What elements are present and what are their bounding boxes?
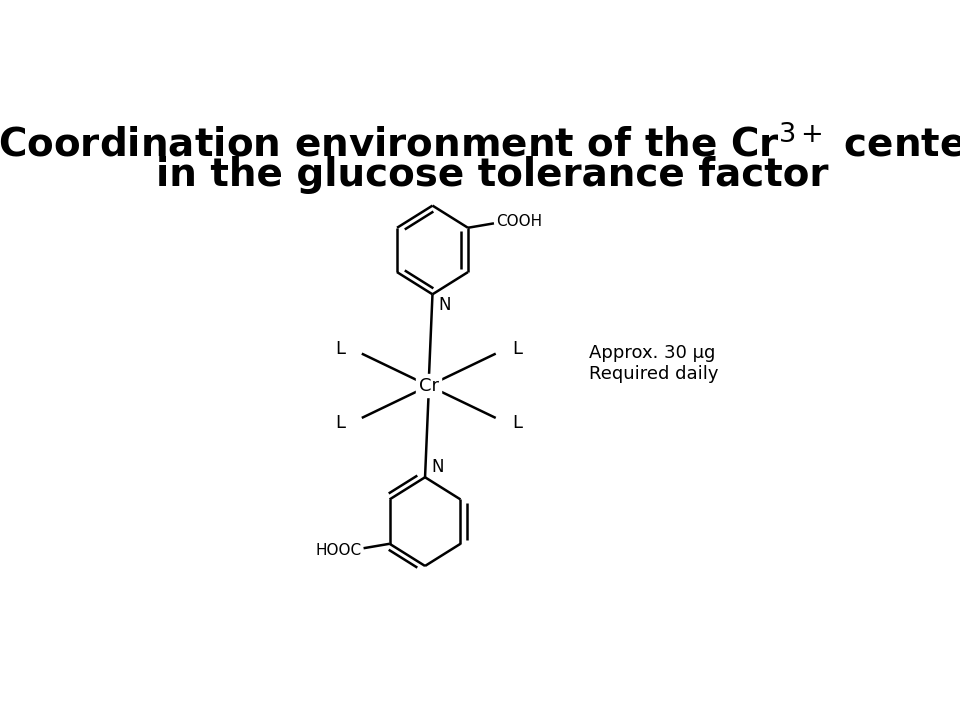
Text: in the glucose tolerance factor: in the glucose tolerance factor bbox=[156, 156, 828, 194]
Text: L: L bbox=[335, 414, 346, 432]
Text: L: L bbox=[512, 414, 522, 432]
Text: Coordination environment of the Cr$^{3+}$ center: Coordination environment of the Cr$^{3+}… bbox=[0, 125, 960, 164]
Text: Approx. 30 μg
Required daily: Approx. 30 μg Required daily bbox=[588, 344, 718, 383]
Text: HOOC: HOOC bbox=[315, 543, 361, 558]
Text: L: L bbox=[512, 340, 522, 358]
Text: COOH: COOH bbox=[496, 214, 542, 229]
Text: L: L bbox=[335, 340, 346, 358]
Text: N: N bbox=[439, 296, 451, 314]
Text: Cr: Cr bbox=[419, 377, 439, 395]
Text: N: N bbox=[431, 458, 444, 476]
